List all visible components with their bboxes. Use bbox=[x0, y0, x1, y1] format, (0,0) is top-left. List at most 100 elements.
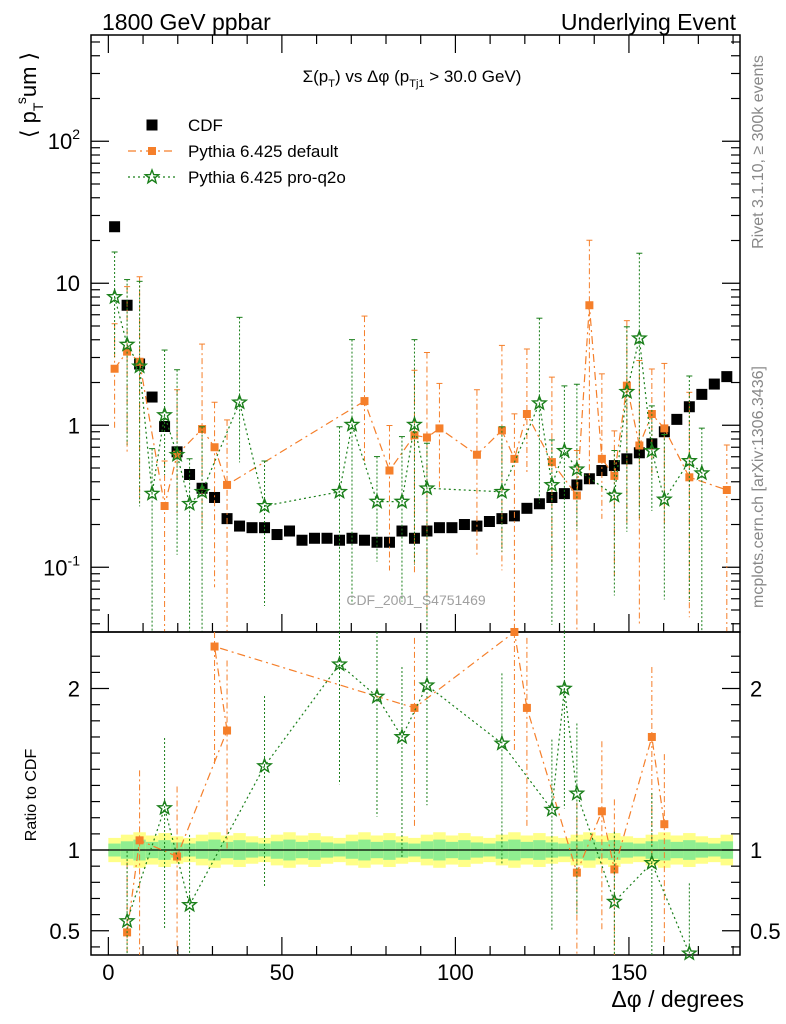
ratio-y-tick-label: 2 bbox=[750, 677, 762, 702]
data-point bbox=[309, 532, 321, 544]
data-point bbox=[408, 532, 420, 544]
x-tick-label: 100 bbox=[437, 960, 474, 985]
ratio-point bbox=[330, 655, 349, 672]
ratio-plot-marks bbox=[118, 628, 698, 961]
legend-label: Pythia 6.425 pro-q2o bbox=[188, 168, 346, 187]
y-tick-label: 10 bbox=[56, 271, 80, 296]
data-point bbox=[510, 454, 519, 463]
data-point bbox=[680, 452, 698, 469]
data-point bbox=[522, 410, 531, 419]
series-line bbox=[114, 305, 728, 507]
data-point bbox=[180, 494, 199, 512]
data-point bbox=[346, 532, 358, 544]
data-point bbox=[530, 394, 549, 411]
data-point bbox=[671, 413, 683, 425]
plot-title: Σ(pT) vs Δφ (pTj1 > 30.0 GeV) bbox=[303, 67, 522, 90]
data-point bbox=[198, 425, 207, 434]
legend-marker bbox=[146, 119, 158, 131]
data-point bbox=[155, 405, 174, 423]
data-point bbox=[110, 364, 119, 373]
data-point bbox=[160, 502, 169, 511]
ratio-y-tick-label: 2 bbox=[68, 677, 80, 702]
data-point bbox=[596, 465, 608, 477]
data-point bbox=[618, 382, 636, 400]
ratio-point bbox=[418, 676, 436, 693]
ratio-point bbox=[410, 703, 419, 712]
data-point bbox=[422, 433, 431, 442]
data-point bbox=[633, 447, 645, 459]
data-point bbox=[533, 498, 545, 510]
ratio-ylabel: Ratio to CDF bbox=[23, 749, 40, 842]
data-point bbox=[184, 468, 196, 480]
ratio-point bbox=[256, 756, 274, 774]
data-point bbox=[696, 388, 708, 400]
data-point bbox=[521, 502, 533, 514]
ratio-series-line bbox=[126, 663, 690, 954]
ratio-series-line bbox=[126, 630, 665, 933]
data-point bbox=[572, 491, 581, 500]
data-point bbox=[433, 522, 445, 534]
data-point bbox=[547, 458, 556, 467]
data-point bbox=[210, 443, 219, 452]
data-point bbox=[605, 486, 623, 503]
data-point bbox=[360, 397, 369, 406]
data-point bbox=[418, 479, 436, 496]
ratio-point bbox=[493, 734, 511, 751]
ratio-y-tick-label: 1 bbox=[750, 838, 762, 863]
ratio-point bbox=[135, 836, 144, 845]
ratio-y-tick-label: 0.5 bbox=[49, 919, 80, 944]
y-tick-label: 102 bbox=[48, 126, 80, 154]
data-point bbox=[193, 482, 211, 500]
data-point bbox=[256, 497, 274, 514]
ratio-point bbox=[597, 807, 606, 816]
ratio-point bbox=[180, 895, 199, 913]
legend-label: CDF bbox=[188, 116, 223, 135]
ratio-point bbox=[118, 912, 136, 929]
header-left: 1800 GeV ppbar bbox=[102, 9, 271, 35]
data-point bbox=[234, 520, 246, 532]
data-point bbox=[643, 441, 661, 459]
data-point bbox=[630, 329, 648, 346]
data-point bbox=[446, 522, 458, 534]
ratio-point bbox=[510, 628, 519, 636]
y-tick-label: 1 bbox=[68, 413, 80, 438]
y-tick-label: 10-1 bbox=[43, 552, 80, 580]
mcplots-label: mcplots.cern.ch [arXiv:1306.3436] bbox=[750, 366, 767, 608]
legend-label: Pythia 6.425 default bbox=[188, 142, 339, 161]
ratio-point bbox=[223, 726, 232, 735]
watermark: CDF_2001_S4751469 bbox=[346, 592, 486, 608]
data-point bbox=[109, 221, 121, 233]
data-point bbox=[146, 391, 158, 403]
ratio-point bbox=[643, 853, 661, 871]
data-point bbox=[330, 482, 349, 500]
data-point bbox=[585, 301, 594, 310]
data-point bbox=[472, 450, 481, 459]
main-plot-marks bbox=[105, 221, 733, 632]
main-ylabel: ⟨ pTsum ⟩ bbox=[13, 52, 46, 138]
data-point bbox=[693, 464, 711, 481]
ratio-y-tick-label: 0.5 bbox=[750, 919, 781, 944]
data-point bbox=[568, 460, 586, 477]
ratio-point bbox=[660, 820, 669, 829]
data-point bbox=[597, 454, 606, 463]
header-right: Underlying Event bbox=[561, 9, 737, 35]
data-point bbox=[410, 431, 419, 440]
ratio-axes: 0.5 0.5 1 1 2 2 0 50 100 150 bbox=[49, 631, 781, 985]
ratio-point bbox=[647, 732, 656, 741]
data-point bbox=[543, 475, 561, 493]
data-point bbox=[321, 532, 333, 544]
data-point bbox=[655, 490, 673, 507]
x-tick-label: 150 bbox=[611, 960, 648, 985]
data-point bbox=[608, 460, 620, 472]
data-point bbox=[223, 480, 232, 489]
data-point bbox=[358, 534, 370, 546]
legend: CDF Pythia 6.425 default Pythia 6.425 pro-… bbox=[128, 116, 346, 187]
data-point bbox=[230, 393, 249, 410]
data-point bbox=[246, 522, 258, 534]
data-point bbox=[393, 492, 411, 509]
ratio-point bbox=[173, 852, 182, 861]
data-point bbox=[721, 371, 733, 383]
data-point bbox=[396, 525, 408, 537]
data-point bbox=[259, 522, 271, 534]
